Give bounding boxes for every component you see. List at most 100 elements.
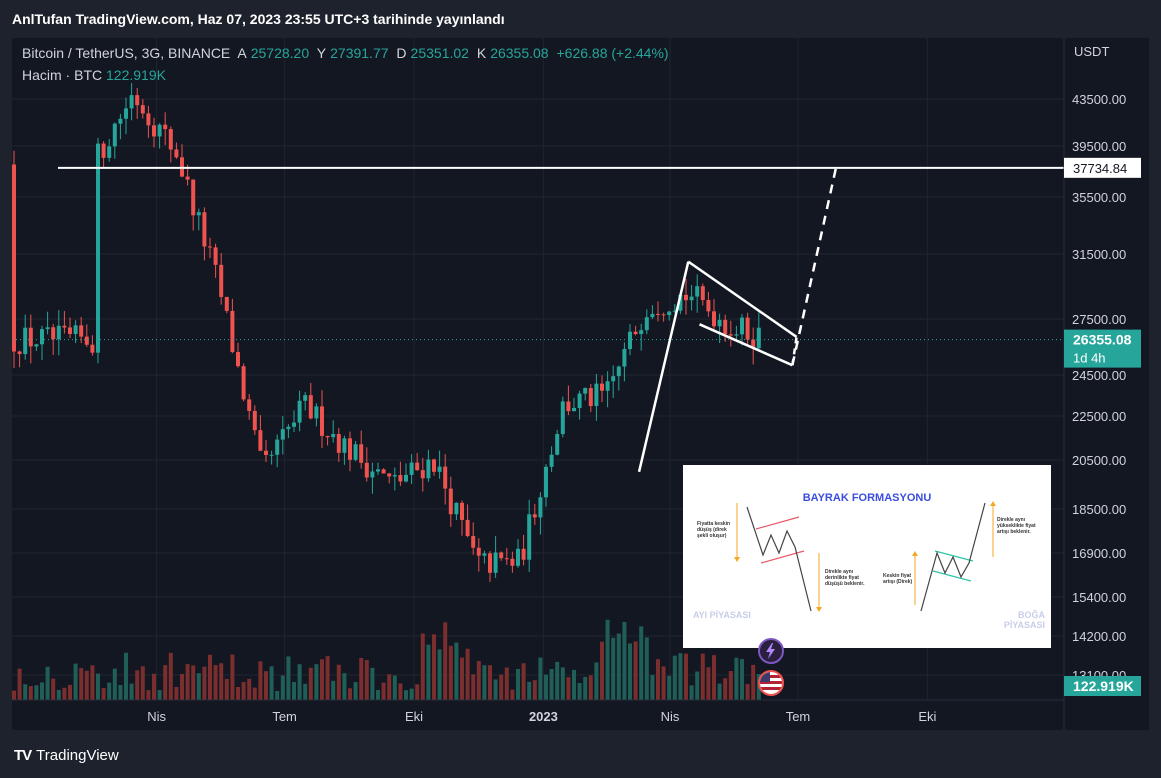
candle-body <box>264 450 268 456</box>
symbol-title[interactable]: Bitcoin / TetherUS, 3G, BINANCE <box>22 45 231 61</box>
candle-body <box>252 410 257 431</box>
bear-flag-upper <box>755 516 800 530</box>
volume-bar <box>740 659 744 700</box>
volume-bar <box>258 661 263 700</box>
candle-body <box>622 348 627 367</box>
volume-bar <box>656 659 660 700</box>
volume-bar <box>269 666 274 700</box>
candle-body <box>12 164 16 352</box>
publish-bar: AnlTufan TradingView.com, Haz 07, 2023 2… <box>0 0 1161 38</box>
volume-bar <box>538 657 543 700</box>
volume-bar <box>23 684 28 700</box>
volume-bar <box>499 674 504 700</box>
price-axis-tick-label: 16900.00 <box>1072 546 1126 561</box>
candle-body <box>152 125 156 137</box>
lightning-icon[interactable] <box>758 638 784 664</box>
close-label: K <box>476 45 487 61</box>
candle-body <box>112 123 117 147</box>
candle-body <box>460 502 464 520</box>
candle-body <box>639 330 644 335</box>
volume-bar <box>426 644 431 700</box>
candle-body <box>236 352 240 367</box>
candle-body <box>443 466 448 489</box>
volume-bar <box>448 645 453 700</box>
volume-label-text: 122.919K <box>1073 678 1134 694</box>
candle-body <box>588 388 593 407</box>
volume-bar <box>661 666 666 700</box>
symbol-legend[interactable]: Bitcoin / TetherUS, 3G, BINANCE A 25728.2… <box>22 45 673 61</box>
inset-diagram <box>734 501 996 612</box>
countdown-text: 1d 4h <box>1073 351 1106 366</box>
last-price-text: 26355.08 <box>1073 332 1132 348</box>
us-flag-event-icon[interactable] <box>758 670 784 696</box>
volume-bar <box>594 662 599 700</box>
candle-body <box>124 108 128 119</box>
candle-body <box>297 400 302 423</box>
volume-bar <box>622 621 627 700</box>
candle-body <box>605 381 610 391</box>
volume-bar <box>616 633 621 700</box>
flag-pole-line[interactable] <box>637 261 690 473</box>
volume-bar <box>650 674 655 700</box>
volume-label-box[interactable] <box>1064 676 1141 696</box>
volume-bar <box>510 689 515 700</box>
candle-body <box>23 327 28 355</box>
volume-bar <box>633 641 638 700</box>
volume-bar <box>723 678 728 700</box>
volume-legend[interactable]: Hacim · BTC 122.919K <box>22 67 166 83</box>
volume-bar <box>180 673 184 700</box>
volume-bar <box>152 673 156 700</box>
candle-body <box>706 299 711 312</box>
volume-bar <box>353 682 358 700</box>
flag-pattern-illustration: BAYRAK FORMASYONU Fiyatta keskin düşüş (… <box>683 465 1051 648</box>
candle-body <box>566 401 571 412</box>
projection-dashed-line[interactable] <box>791 167 838 366</box>
volume-bar <box>600 641 604 700</box>
candle-body <box>616 366 621 377</box>
low-label: D <box>396 45 407 61</box>
bear-target-arrowhead <box>816 607 822 612</box>
candle-body <box>555 434 560 455</box>
candle-body <box>493 552 498 573</box>
level-label-box[interactable] <box>1064 157 1141 178</box>
last-price-box[interactable] <box>1064 329 1141 368</box>
flag-upper-trendline[interactable] <box>687 260 798 338</box>
bull-note-1: Keskin fiyat artışı (Direk) <box>883 573 913 585</box>
bull-pole-arrowhead <box>912 551 918 556</box>
volume-bar <box>370 667 375 700</box>
candle-body <box>532 514 537 518</box>
tradingview-brand[interactable]: TV TradingView <box>14 747 119 764</box>
volume-bar <box>516 669 520 700</box>
candle-body <box>504 558 509 560</box>
publish-info: AnlTufan TradingView.com, Haz 07, 2023 2… <box>12 11 505 27</box>
volume-bar <box>219 663 224 700</box>
price-axis-panel[interactable] <box>1064 38 1149 730</box>
candle-body <box>140 105 145 114</box>
candle-body <box>303 395 308 401</box>
candle-body <box>135 95 140 106</box>
time-axis-tick-label: Tem <box>272 709 297 724</box>
candle-body <box>34 344 39 347</box>
flag-lower-trendline[interactable] <box>699 323 793 367</box>
candle-body <box>79 325 84 337</box>
volume-bar <box>252 687 257 700</box>
candle-body <box>583 388 588 394</box>
volume-bar <box>471 674 476 700</box>
volume-bar <box>174 687 179 700</box>
time-axis-tick-label: Eki <box>918 709 936 724</box>
volume-bar <box>342 673 347 700</box>
time-axis-tick-label: 2023 <box>529 709 558 724</box>
volume-bar <box>213 665 218 700</box>
tradingview-logo-icon: TV <box>14 747 32 764</box>
volume-bar <box>398 683 403 700</box>
candle-body <box>678 294 683 311</box>
volume-bar <box>202 666 207 700</box>
candle-body <box>398 475 403 482</box>
volume-bar <box>684 653 688 700</box>
volume-bar <box>168 652 173 700</box>
candle-body <box>107 146 112 158</box>
time-axis-tick-label: Nis <box>661 709 680 724</box>
volume-bar <box>241 682 246 700</box>
flag-close-dashed-line[interactable] <box>791 336 798 366</box>
